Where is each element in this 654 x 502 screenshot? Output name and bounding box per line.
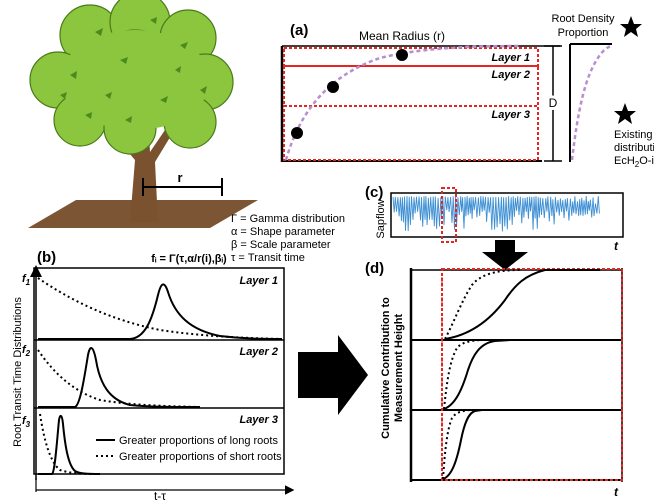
- layer-3-box: [283, 105, 539, 161]
- cumulative-ylabel-line2: Measurement Height: [393, 314, 405, 423]
- layer-1-cumulative-short: [444, 269, 521, 340]
- layer-2-long-roots-curve: [38, 347, 201, 408]
- legend-long-roots: Greater proportions of long roots: [119, 435, 278, 447]
- layer-3-label: Layer 3: [491, 109, 530, 121]
- f2-label: f2: [22, 344, 31, 358]
- layer-1-label: Layer 1: [239, 275, 278, 287]
- panel-c: (c) Sapflow t: [365, 184, 624, 253]
- panel-b: (b) fᵢ = Γ(τ,α/r(i),βᵢ) Root Transit Tim…: [12, 249, 295, 502]
- f3-label: f3: [22, 415, 31, 429]
- layer-3-label: Layer 3: [239, 414, 278, 426]
- param-tau: τ = Transit time: [231, 252, 305, 264]
- formula-label: fᵢ = Γ(τ,α/r(i),βᵢ): [151, 253, 227, 265]
- cumulative-time-axis: t: [614, 485, 619, 499]
- cumulative-highlight-box: [441, 268, 623, 481]
- root-density-label-line1: Root Density: [552, 13, 615, 25]
- radius-label: r: [177, 170, 182, 185]
- panel-d-label: (d): [365, 260, 384, 277]
- layer-1-box: [283, 47, 539, 67]
- tree-canopy: [29, 0, 234, 155]
- tree-illustration: r: [28, 0, 258, 228]
- layer-2-label: Layer 2: [491, 69, 530, 81]
- existing-root-line1: Existing root: [614, 129, 654, 141]
- depth-label: D: [549, 96, 558, 110]
- panel-b-label: (b): [37, 249, 56, 266]
- mean-radius-point: [327, 81, 339, 93]
- parameter-legend: Γ = Gamma distribution α = Shape paramet…: [231, 213, 345, 264]
- layer-2-cumulative-short: [443, 339, 481, 410]
- sapflow-ylabel: Sapflow: [375, 199, 387, 238]
- panel-a-label: (a): [290, 22, 308, 39]
- layer-2-short-roots-curve: [37, 349, 201, 408]
- mean-radius-label: Mean Radius (r): [359, 29, 445, 43]
- panel-a: (a) Mean Radius (r) Layer 1 Layer 2 Laye…: [280, 13, 654, 169]
- layer-2-label: Layer 2: [239, 346, 278, 358]
- param-gamma: Γ = Gamma distribution: [231, 213, 345, 225]
- mean-radius-point: [396, 49, 408, 61]
- rttd-ylabel: Root Transit Time Distributions: [12, 297, 24, 447]
- time-axis-label: t-τ: [154, 489, 166, 502]
- f1-label: f1: [22, 273, 31, 287]
- existing-root-line3: EcH2O-iso: [614, 155, 654, 169]
- sapflow-series: [392, 195, 600, 232]
- cumulative-ylabel-line1: Cumulative Contribution to: [380, 297, 392, 439]
- panel-c-label: (c): [365, 184, 383, 201]
- layer-3-cumulative-short: [442, 409, 471, 480]
- star-icon: [614, 103, 636, 124]
- sapflow-frame: [390, 192, 624, 238]
- param-alpha: α = Shape parameter: [231, 226, 335, 238]
- down-arrow-icon: [482, 240, 528, 270]
- layer-1-long-roots-curve: [38, 283, 283, 340]
- root-density-label-line2: Proportion: [558, 27, 609, 39]
- param-beta: β = Scale parameter: [231, 239, 331, 251]
- mean-radius-curve: [284, 44, 521, 161]
- layer-3-long-roots-curve: [38, 414, 101, 475]
- mean-radius-point: [291, 127, 303, 139]
- sapflow-highlight-box: [441, 187, 457, 243]
- right-arrow-icon: [298, 335, 368, 415]
- layer-3-cumulative-long: [442, 409, 483, 480]
- sapflow-time-axis: t: [614, 239, 619, 253]
- layer-2-cumulative-long: [443, 339, 511, 410]
- panel-d: (d) Cumulative Contribution to Measureme…: [365, 260, 623, 499]
- layer-1-label: Layer 1: [491, 52, 530, 64]
- layer-3-short-roots-curve: [39, 413, 101, 475]
- layer-1-cumulative-long: [444, 269, 600, 340]
- star-icon: [620, 16, 642, 37]
- root-density-curve: [570, 44, 613, 161]
- legend-short-roots: Greater proportions of short roots: [119, 451, 282, 463]
- existing-root-line2: distribution in: [614, 142, 654, 154]
